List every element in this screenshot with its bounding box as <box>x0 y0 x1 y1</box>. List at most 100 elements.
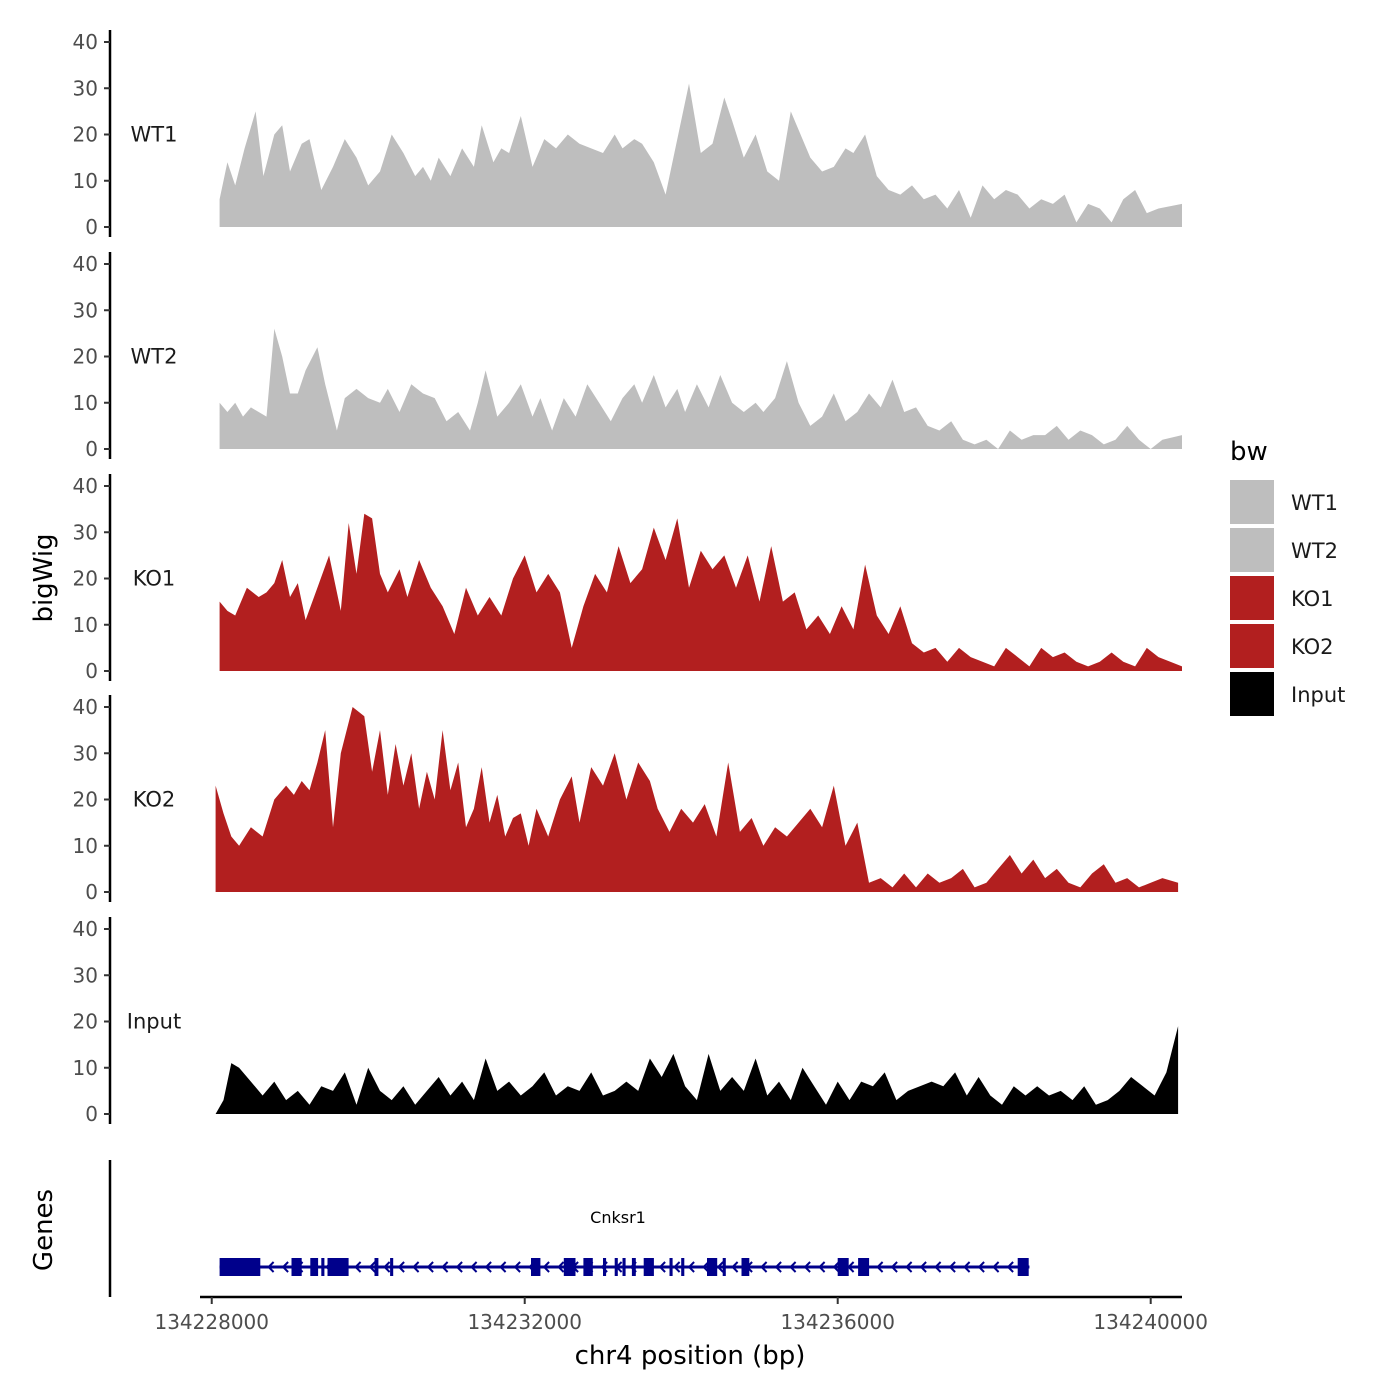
gene-exon <box>374 1258 379 1276</box>
strand-arrow <box>803 1261 811 1273</box>
x-axis-title: chr4 position (bp) <box>575 1341 806 1371</box>
strand-arrow <box>484 1261 492 1273</box>
strand-arrow <box>1006 1261 1014 1273</box>
strand-arrow <box>890 1261 898 1273</box>
gene-exon <box>321 1258 325 1276</box>
gene-exon <box>291 1258 302 1276</box>
strand-arrow <box>455 1261 463 1273</box>
genes-track: Cnksr1 <box>108 1160 1030 1297</box>
strand-arrow <box>702 1261 710 1273</box>
area-wt2 <box>219 328 1183 449</box>
strand-arrow <box>948 1261 956 1273</box>
area-wt1 <box>219 83 1183 227</box>
gene-exon <box>390 1258 394 1276</box>
strand-arrow <box>368 1261 376 1273</box>
y-tick-label: 20 <box>73 567 98 591</box>
gene-exon <box>603 1258 607 1276</box>
y-tick-label: 20 <box>73 788 98 812</box>
strand-arrow <box>774 1261 782 1273</box>
legend-swatch-ko1 <box>1230 576 1274 620</box>
gene-exon <box>219 1258 261 1276</box>
y-tick-label: 30 <box>73 520 98 544</box>
strand-arrow <box>354 1261 362 1273</box>
y-tick-label: 20 <box>73 1010 98 1034</box>
track-input: 0 10 20 30 40 Input <box>73 917 1179 1126</box>
strand-arrow <box>919 1261 927 1273</box>
strand-arrow <box>383 1261 391 1273</box>
strand-arrow <box>905 1261 913 1273</box>
y-tick-label: 30 <box>73 76 98 100</box>
y-tick-label: 20 <box>73 345 98 369</box>
track-ko2: 0 10 20 30 40 KO2 <box>73 695 1179 904</box>
legend-swatch-wt2 <box>1230 528 1274 572</box>
strand-arrow <box>934 1261 942 1273</box>
genes-track-title: Genes <box>29 1189 59 1271</box>
strand-arrow <box>716 1261 724 1273</box>
strand-arrow <box>992 1261 1000 1273</box>
y-tick-label: 40 <box>73 917 98 941</box>
gene-exon <box>583 1258 593 1276</box>
strand-arrow <box>818 1261 826 1273</box>
gene-exon <box>563 1258 576 1276</box>
strand-arrow <box>977 1261 985 1273</box>
strand-arrow <box>731 1261 739 1273</box>
x-tick-label: 134240000 <box>1093 1310 1208 1334</box>
gene-exon <box>707 1258 718 1276</box>
legend: bw WT1 WT2 KO1 KO2 Input <box>1230 437 1345 716</box>
legend-label-input: Input <box>1291 683 1345 707</box>
strand-arrow <box>470 1261 478 1273</box>
track-ko1: 0 10 20 30 40 KO1 <box>73 474 1183 683</box>
y-tick-label: 0 <box>85 215 98 239</box>
strand-arrow <box>963 1261 971 1273</box>
track-label-input: Input <box>127 1010 181 1034</box>
strand-arrow <box>876 1261 884 1273</box>
track-wt1: 0 10 20 30 40 WT1 <box>73 30 1183 239</box>
y-tick-label: 30 <box>73 963 98 987</box>
track-label-ko1: KO1 <box>133 567 176 591</box>
strand-arrow <box>513 1261 521 1273</box>
gene-exon <box>741 1258 750 1276</box>
gene-exon <box>310 1258 319 1276</box>
area-input <box>215 1026 1179 1114</box>
legend-label-wt1: WT1 <box>1291 491 1338 515</box>
legend-swatch-ko2 <box>1230 624 1274 668</box>
strand-arrow <box>397 1261 405 1273</box>
x-tick-label: 134232000 <box>467 1310 582 1334</box>
gene-exon <box>681 1258 685 1276</box>
area-ko1 <box>219 513 1183 671</box>
x-tick-label: 134236000 <box>780 1310 895 1334</box>
x-axis: 134228000 134232000 134236000 134240000 <box>154 1295 1208 1334</box>
gene-exon <box>1017 1258 1029 1276</box>
y-tick-label: 40 <box>73 252 98 276</box>
gene-exon <box>722 1258 726 1276</box>
y-tick-label: 0 <box>85 1102 98 1126</box>
strand-arrow <box>832 1261 840 1273</box>
y-tick-label: 40 <box>73 30 98 54</box>
track-wt2: 0 10 20 30 40 WT2 <box>73 252 1183 461</box>
y-tick-label: 10 <box>73 391 98 415</box>
gene-exon <box>858 1258 870 1276</box>
y-tick-label: 10 <box>73 169 98 193</box>
y-tick-label: 40 <box>73 695 98 719</box>
legend-title: bw <box>1230 437 1268 467</box>
strand-arrow <box>760 1261 768 1273</box>
y-axis-title: bigWig <box>29 533 59 622</box>
y-tick-label: 0 <box>85 437 98 461</box>
gene-exon <box>614 1258 618 1276</box>
gene-exon <box>631 1258 636 1276</box>
strand-arrow <box>281 1261 289 1273</box>
gene-exon <box>622 1258 626 1276</box>
y-tick-label: 10 <box>73 613 98 637</box>
y-tick-label: 20 <box>73 123 98 147</box>
track-label-wt2: WT2 <box>131 345 178 369</box>
track-label-ko2: KO2 <box>133 788 176 812</box>
strand-arrow <box>499 1261 507 1273</box>
y-tick-label: 0 <box>85 659 98 683</box>
strand-arrow <box>658 1261 666 1273</box>
strand-arrow <box>542 1261 550 1273</box>
gene-exon <box>327 1258 349 1276</box>
strand-arrow <box>441 1261 449 1273</box>
gene-exon <box>643 1258 654 1276</box>
signal-tracks: 0 10 20 30 40 WT1 0 10 20 30 40 WT2 0 10 20 30 40 KO1 0 10 2… <box>73 30 1183 1126</box>
